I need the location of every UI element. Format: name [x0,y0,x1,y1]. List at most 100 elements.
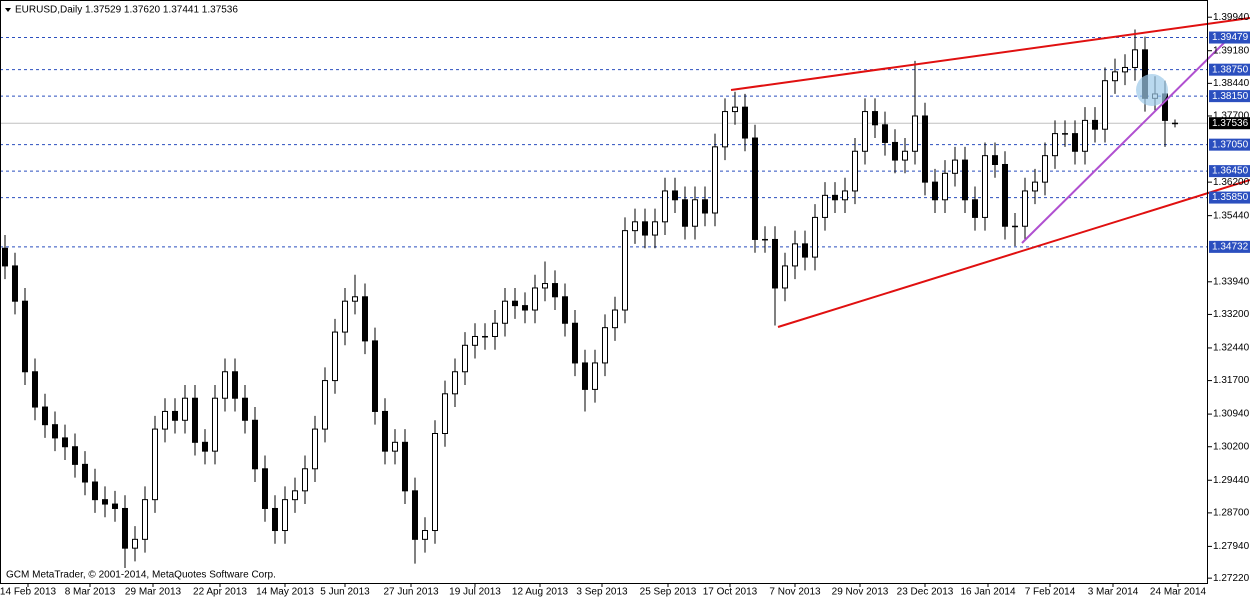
candle-body [212,397,218,452]
candle-body [32,371,38,408]
level-label: 1.35850 [1212,192,1249,203]
trend-line [730,17,1250,91]
candle-body [312,428,318,470]
y-tick-label: 1.39940 [1213,12,1250,23]
candle-body [1062,133,1068,135]
candle-body [62,437,68,448]
x-tick-label: 14 May 2013 [256,587,314,598]
x-tick-label: 25 Sep 2013 [640,587,697,598]
candle-body [752,137,758,240]
candle-body [432,433,438,532]
channel-line [1021,31,1236,244]
candle-body [1172,122,1178,125]
candle-body [932,181,938,201]
candle-body [342,300,348,333]
candle-body [562,296,568,324]
y-tick-label: 1.30940 [1213,409,1250,420]
y-tick-label: 1.33200 [1213,309,1250,320]
candle-body [682,199,688,227]
candle-body [662,190,668,223]
level-label-box [1209,138,1250,151]
x-tick-label: 5 Jun 2013 [320,587,370,598]
candle-body [572,322,578,364]
candle-body [172,410,178,421]
candle-body [992,155,998,165]
candle-body [652,221,658,236]
level-label: 1.38750 [1212,64,1249,75]
y-tick-label: 1.39180 [1213,45,1250,56]
candle-body [692,199,698,227]
candle-body [762,238,768,241]
candle-body [812,216,818,258]
candle-body [872,111,878,126]
candle-body [242,397,248,421]
x-tick-label: 12 Aug 2013 [512,587,569,598]
x-tick-label: 7 Feb 2014 [1025,587,1076,598]
level-label-box [1209,240,1250,253]
candle-body [802,243,808,258]
candle-body [1072,133,1078,152]
candle-body [712,146,718,214]
candle-body [1102,80,1108,130]
candle-body [522,305,528,311]
x-tick-label: 17 Oct 2013 [703,587,758,598]
candle-body [822,194,828,218]
candle-body [632,221,638,232]
y-tick-label: 1.27940 [1213,541,1250,552]
candle-body [592,362,598,390]
grid [0,37,1208,248]
y-tick-label: 1.32440 [1213,343,1250,354]
y-tick-label: 1.28700 [1213,508,1250,519]
candle-body [1132,49,1138,68]
highlight-circle [1136,74,1168,106]
level-label-box [1209,165,1250,178]
candle-body [252,419,258,470]
candle-body [462,344,468,373]
candle-body [2,247,8,267]
candle-body [832,194,838,201]
level-label: 1.37050 [1212,139,1249,150]
level-label-box [1209,31,1250,44]
candle-body [742,106,748,139]
y-tick-label: 1.29440 [1213,475,1250,486]
candle-body [472,335,478,346]
x-tick-label: 7 Nov 2013 [769,587,821,598]
candle-body [442,393,448,435]
candle-body [272,507,278,532]
candle-body [542,283,548,289]
trend-line [777,179,1250,328]
x-tick-label: 23 Dec 2013 [897,587,954,598]
candle-body [332,331,338,382]
menu-triangle [5,8,11,12]
candle-body [72,446,78,465]
level-label: 1.38150 [1212,91,1249,102]
candle-body [202,441,208,452]
x-tick-label: 3 Sep 2013 [576,587,628,598]
y-tick-label: 1.37700 [1213,111,1250,122]
candle-body [1012,225,1018,228]
plot-border [0,0,1208,584]
candle-body [402,441,408,492]
x-tick-label: 24 Mar 2014 [1150,587,1207,598]
candle-body [772,238,778,289]
candle-body [1052,133,1058,157]
candle-body [912,115,918,152]
level-label-box [1209,90,1250,103]
candle-body [1122,66,1128,73]
level-label: 1.39479 [1212,32,1249,43]
candle-body [1112,71,1118,82]
candle-body [282,499,288,532]
x-tick-label: 27 Jun 2013 [383,587,438,598]
candle-body [82,463,88,483]
level-label-box [1209,63,1250,76]
candle-body [982,155,988,218]
candle-body [722,111,728,148]
drawings [730,17,1250,328]
candle-body [52,424,58,439]
candle-body [622,230,628,311]
candle-body [452,371,458,395]
candle-body [612,309,618,329]
candle-body [42,406,48,426]
candle-body [182,397,188,421]
